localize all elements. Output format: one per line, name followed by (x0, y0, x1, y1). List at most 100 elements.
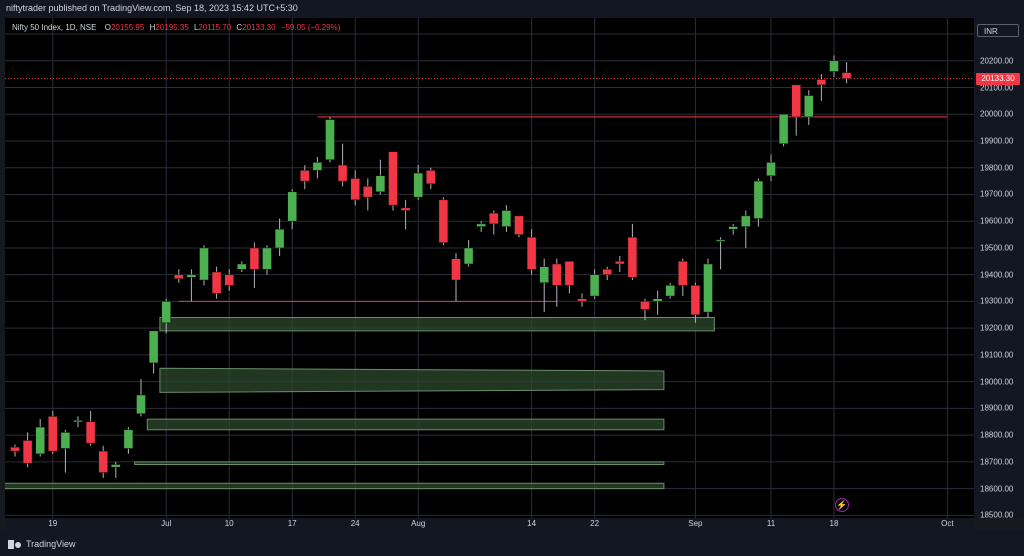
candle-body-50 (640, 301, 650, 310)
y-tick-6: 19700.00 (980, 189, 1014, 199)
ohlc-legend: Nifty 50 Index, 1D, NSE O20155.95 H20195… (12, 23, 343, 32)
y-tick-10: 19300.00 (980, 296, 1014, 306)
candle-body-8 (111, 464, 121, 468)
candle-body-59 (753, 180, 764, 219)
candle-body-49 (627, 237, 638, 278)
candle-body-53 (678, 261, 688, 286)
candle-body-24 (312, 162, 323, 171)
y-tick-16: 18700.00 (980, 457, 1014, 467)
candle-body-33 (426, 170, 436, 185)
x-tick-5: Aug (411, 519, 426, 528)
candle-body-46 (589, 274, 600, 297)
y-tick-2: 20100.00 (980, 83, 1014, 93)
candle-body-48 (615, 261, 625, 265)
candle-body-15 (199, 247, 209, 281)
candle-body-63 (804, 95, 814, 118)
price-axis[interactable]: 20300.0020200.0020100.0020000.0019900.00… (974, 18, 1024, 518)
x-tick-7: 22 (590, 519, 600, 528)
candle-body-23 (300, 170, 310, 182)
y-tick-1: 20200.00 (980, 56, 1014, 66)
candle-body-11 (148, 330, 159, 364)
y-tick-15: 18800.00 (980, 430, 1014, 440)
candle-body-38 (489, 212, 499, 225)
candle-body-37 (476, 223, 486, 227)
legend-close-label: C (236, 23, 243, 32)
candle-body-20 (262, 247, 272, 270)
candle-body-4 (60, 432, 71, 449)
y-tick-5: 19800.00 (980, 163, 1014, 173)
top-bar: niftytrader published on TradingView.com… (0, 0, 1024, 18)
y-tick-4: 19900.00 (980, 136, 1014, 146)
candle-body-13 (174, 274, 184, 279)
y-tick-3: 20000.00 (980, 109, 1014, 119)
demand-zone-4 (5, 482, 665, 490)
candle-body-3 (48, 416, 58, 452)
candle-body-36 (463, 247, 474, 265)
candle-body-1 (22, 440, 33, 464)
tradingview-logo-icon (8, 539, 22, 549)
candle-body-32 (413, 172, 423, 198)
candle-body-29 (375, 175, 386, 193)
candle-body-44 (564, 261, 575, 286)
candle-body-54 (690, 285, 701, 316)
chart-plot-area[interactable]: Nifty 50 Index, 1D, NSE O20155.95 H20195… (5, 18, 974, 518)
candle-body-56 (715, 239, 726, 242)
candle-body-16 (211, 271, 222, 294)
candle-body-47 (602, 269, 612, 275)
last-price-label: 20133.30 (976, 72, 1020, 85)
y-tick-12: 19100.00 (980, 350, 1014, 360)
candle-body-42 (539, 266, 549, 283)
candle-body-39 (501, 210, 512, 227)
x-tick-3: 17 (287, 519, 297, 528)
time-axis[interactable]: 19 Jul 10 17 24 Aug 14 22 Sep 11 18 Oct (5, 518, 974, 530)
candle-body-41 (526, 237, 537, 270)
demand-zone-1 (159, 367, 665, 393)
candlestick-chart (5, 18, 974, 518)
candle-body-30 (388, 151, 398, 206)
legend-change: −59.05 (−0.29%) (280, 23, 341, 32)
currency-selector[interactable]: INR (977, 24, 1019, 37)
candle-body-0 (10, 446, 20, 452)
x-tick-4: 24 (350, 519, 360, 528)
legend-low: 20115.70 (198, 23, 232, 32)
y-tick-7: 19600.00 (980, 216, 1014, 226)
x-tick-11: Oct (941, 519, 954, 528)
y-tick-9: 19400.00 (980, 270, 1014, 280)
candle-body-2 (35, 426, 45, 455)
candle-body-5 (73, 420, 83, 423)
candle-body-40 (514, 215, 524, 235)
candle-body-21 (274, 228, 285, 249)
candle-body-22 (287, 191, 297, 222)
demand-zone-3 (134, 461, 665, 466)
y-tick-11: 19200.00 (980, 323, 1014, 333)
legend-open-label: O (104, 23, 111, 32)
candle-body-62 (791, 84, 801, 118)
x-tick-10: 18 (829, 519, 839, 528)
legend-high-label: H (149, 23, 156, 32)
candle-body-17 (224, 274, 234, 286)
candle-body-18 (237, 263, 247, 270)
demand-zone-0 (159, 316, 715, 332)
candle-body-61 (778, 114, 789, 144)
candle-body-34 (438, 199, 449, 243)
candle-body-57 (728, 226, 738, 230)
x-tick-2: 10 (224, 519, 234, 528)
lightning-icon[interactable]: ⚡ (835, 498, 849, 512)
candle-body-19 (249, 247, 260, 270)
x-tick-6: 14 (527, 519, 537, 528)
candle-body-43 (552, 263, 562, 286)
tradingview-logo[interactable]: TradingView (8, 539, 76, 549)
legend-open: 20155.95 (110, 23, 145, 32)
x-tick-0: 19 (48, 519, 58, 528)
candle-body-14 (186, 274, 197, 278)
candle-body-27 (350, 178, 360, 201)
candle-body-60 (766, 162, 776, 177)
x-tick-9: 11 (766, 519, 776, 528)
legend-symbol: Nifty 50 Index, 1D, NSE (12, 23, 97, 32)
candle-body-51 (652, 298, 663, 302)
legend-high: 20195.35 (155, 23, 189, 32)
candle-body-31 (400, 207, 411, 211)
y-tick-13: 19000.00 (980, 377, 1014, 387)
footer-bar: TradingView (0, 530, 1024, 556)
candle-body-66 (841, 72, 852, 79)
